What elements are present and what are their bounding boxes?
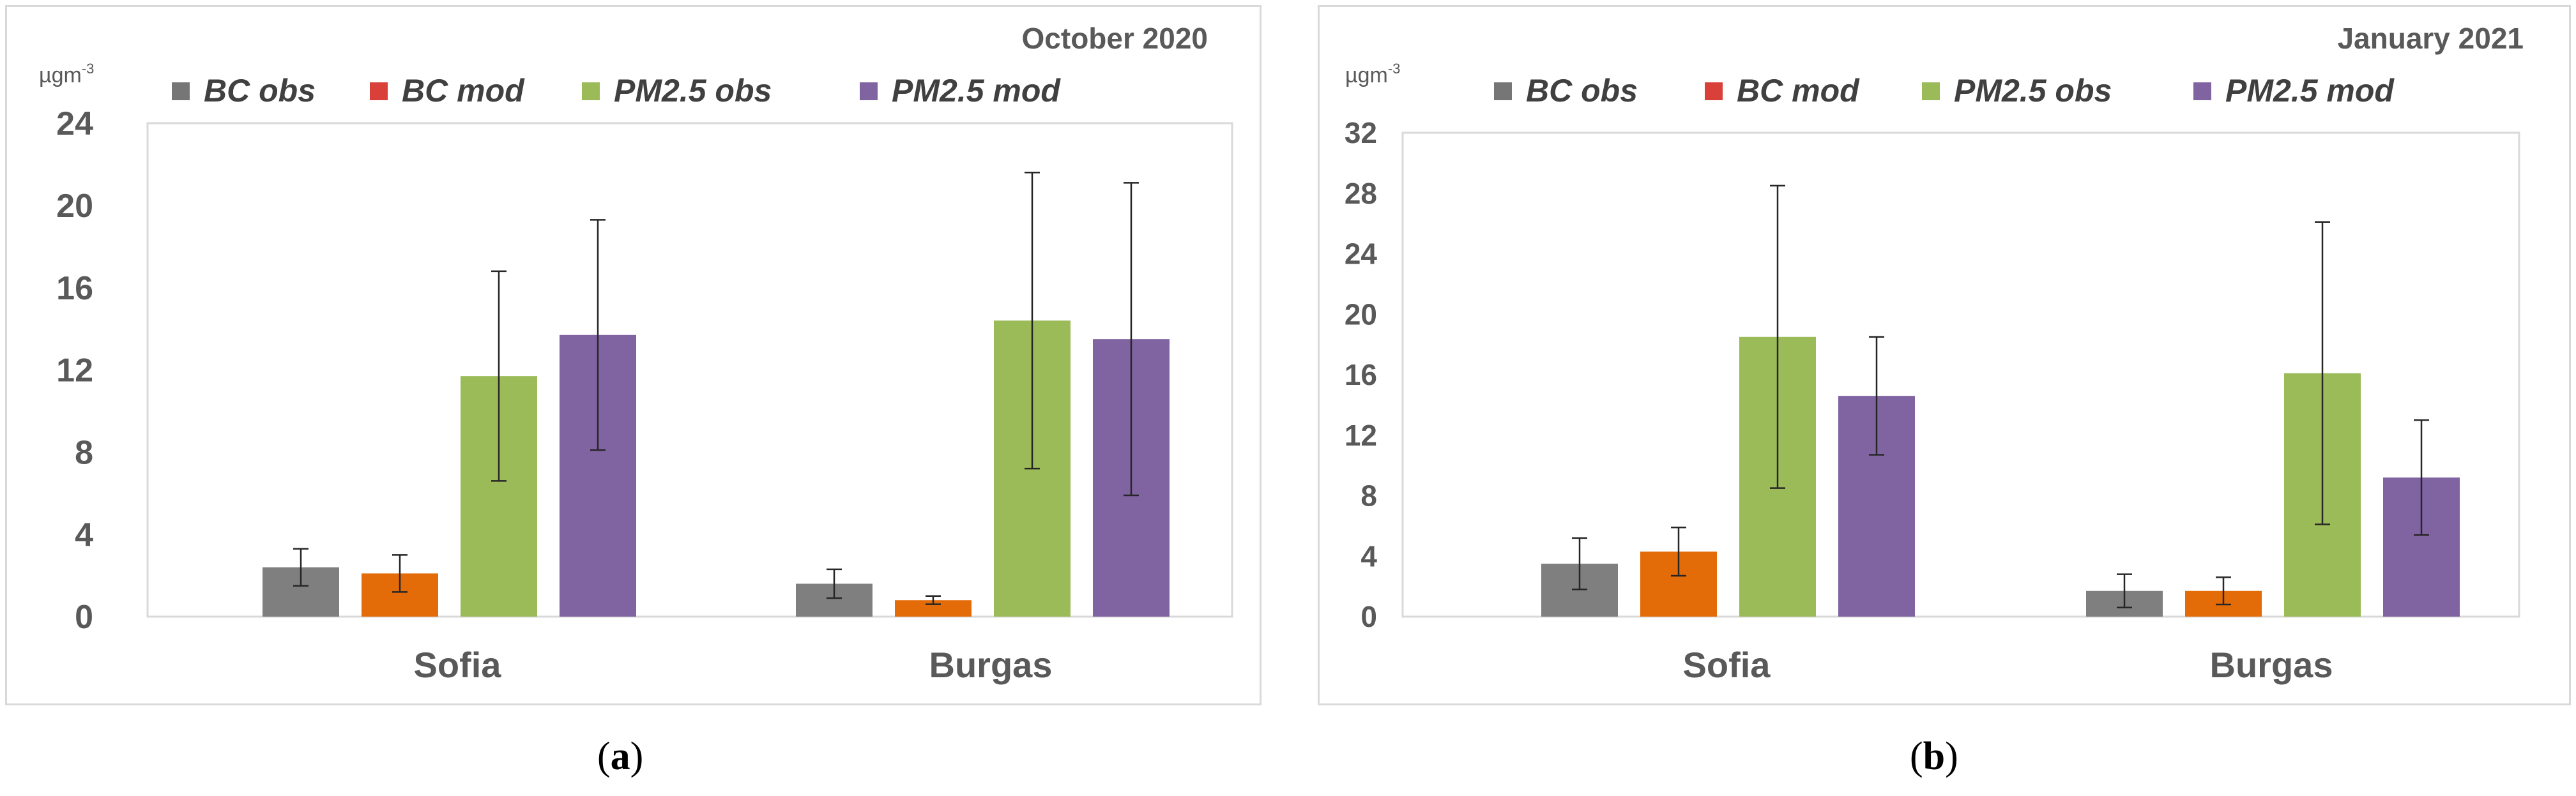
legend-label: BC mod (1737, 73, 1860, 109)
y-tick-label: 8 (1360, 479, 1377, 513)
legend-label: BC mod (402, 73, 525, 109)
chart-title: January 2021 (2337, 22, 2524, 55)
chart-title: October 2020 (1022, 22, 1208, 55)
legend-swatch (2193, 82, 2211, 100)
caption-a: (a) (597, 735, 644, 778)
y-tick-label: 4 (1360, 539, 1377, 573)
y-tick-label: 16 (56, 270, 93, 307)
x-category-label: Burgas (929, 645, 1053, 685)
y-tick-label: 28 (1345, 177, 1377, 210)
chart-a-svg: October 2020 µgm-3 0 4 8 12 16 20 24 BC obs BC mod… (39, 22, 1233, 685)
legend-label: BC obs (204, 73, 316, 109)
y-tick-label: 4 (75, 516, 93, 553)
chart-b-svg: January 2021 µgm-3 0 4 8 12 16 20 24 28 32 BC obs BC… (1345, 22, 2524, 685)
legend-swatch (1922, 82, 1940, 100)
y-tick-label: 8 (75, 435, 93, 472)
y-tick-label: 0 (1360, 600, 1377, 633)
y-tick-label: 20 (56, 188, 93, 225)
y-tick-label: 32 (1345, 116, 1377, 149)
y-axis-unit-label: µgm-3 (1345, 61, 1400, 87)
y-tick-label: 0 (75, 599, 93, 636)
y-axis-unit-label: µgm-3 (39, 61, 94, 87)
caption-a-label: a (610, 735, 630, 778)
chart-panel-a: October 2020 µgm-3 0 4 8 12 16 20 24 BC obs BC mod… (5, 5, 1261, 705)
y-tick-label: 16 (1345, 358, 1377, 391)
y-tick-label: 24 (1345, 237, 1378, 271)
x-category-label: Sofia (414, 645, 502, 685)
chart-panel-b: January 2021 µgm-3 0 4 8 12 16 20 24 28 32 BC obs BC… (1318, 5, 2571, 705)
caption-b: (b) (1910, 735, 1958, 778)
legend-label: PM2.5 mod (2225, 73, 2395, 109)
caption-b-label: b (1923, 735, 1946, 778)
legend-swatch (860, 82, 878, 100)
x-category-label: Sofia (1683, 645, 1771, 685)
x-category-label: Burgas (2210, 645, 2333, 685)
legend-label: PM2.5 mod (892, 73, 1061, 109)
y-tick-label: 24 (56, 105, 93, 142)
y-tick-label: 12 (56, 352, 93, 389)
legend-swatch (370, 82, 388, 100)
legend-label: PM2.5 obs (614, 73, 772, 109)
legend-swatch (1705, 82, 1723, 100)
y-tick-label: 20 (1345, 297, 1377, 331)
y-tick-label: 12 (1345, 419, 1377, 452)
legend-label: BC obs (1526, 73, 1638, 109)
legend-label: PM2.5 obs (1954, 73, 2112, 109)
legend-swatch (172, 82, 190, 100)
legend-swatch (1494, 82, 1512, 100)
legend-swatch (582, 82, 600, 100)
